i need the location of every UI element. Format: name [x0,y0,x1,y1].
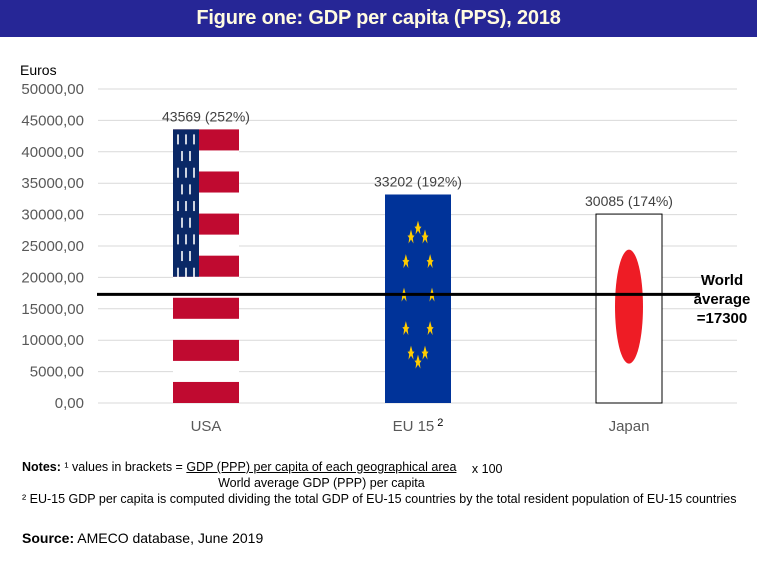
category-label: EU 15 2 [393,417,444,435]
bar-japan [595,213,663,404]
usa-flag-star [189,151,191,162]
usa-flag-star [193,167,195,178]
chart: Euros 0,00 5000,00 10000,00 15000,00 20000,0… [20,62,750,435]
chart-title: Figure one: GDP per capita (PPS), 2018 [196,7,561,29]
y-tick-label: 25000,00 [21,238,84,255]
usa-flag-star [177,234,179,245]
note-1-denominator: World average GDP (PPP) per capita [218,476,425,490]
usa-flag-star [189,251,191,262]
y-tick-label: 30000,00 [21,207,84,224]
source: Source: AMECO database, June 2019 [22,530,263,546]
usa-flag-star [181,184,183,195]
note-1-fraction: GDP (PPP) per capita of each geographica… [186,459,456,491]
usa-flag-red-stripe [173,297,239,319]
usa-flag-star [193,267,195,278]
usa-flag-red-stripe [173,339,239,361]
data-label: 33202 (192%) [374,173,462,189]
note-2: ² EU-15 GDP per capita is computed divid… [22,492,737,506]
eu-flag-star [402,321,410,336]
notes-label: Notes: [22,460,61,474]
world-average-line-group: World average =17300 [97,272,750,327]
source-label: Source: [22,530,75,546]
world-average-label: =17300 [697,310,747,327]
category-superscript: 2 [437,417,443,429]
eu-flag-star [414,220,422,235]
usa-flag-star [177,267,179,278]
world-average-label: World [701,272,743,289]
usa-flag-star [177,134,179,145]
y-tick-label: 35000,00 [21,175,84,192]
eu-flag-star [426,321,434,336]
usa-flag-star [177,201,179,212]
y-tick-label: 50000,00 [21,81,84,98]
eu-flag-star [421,229,429,244]
y-tick-label: 20000,00 [21,269,84,286]
y-tick-label: 15000,00 [21,301,84,318]
usa-flag-red-stripe [173,381,239,403]
usa-flag-star [185,267,187,278]
note-1-multiplier: x 100 [471,462,503,476]
y-axis-unit-label: Euros [20,62,57,78]
usa-flag-star [189,184,191,195]
source-text: AMECO database, June 2019 [77,530,264,546]
bars [173,129,663,404]
eu-flag-star [421,345,429,360]
y-tick-label: 10000,00 [21,332,84,349]
category-labels: USA EU 15 2 Japan [191,417,650,435]
category-label: Japan [609,418,650,435]
data-label: 30085 (174%) [585,193,673,209]
eu-flag-star [407,229,415,244]
world-average-label: average [694,291,751,308]
usa-flag-star [177,167,179,178]
bar-usa [173,129,239,404]
usa-flag-star [189,217,191,228]
usa-flag-star [181,151,183,162]
usa-flag-star [193,201,195,212]
usa-flag-star [185,167,187,178]
y-axis-ticks: 0,00 5000,00 10000,00 15000,00 20000,00 25000… [21,81,84,412]
japan-flag-sun [615,249,643,364]
eu-flag-star [414,354,422,369]
usa-flag-star [181,251,183,262]
bar-eu-15 [385,194,451,403]
y-tick-label: 45000,00 [21,112,84,129]
usa-flag-star [185,134,187,145]
usa-flag-star [185,201,187,212]
category-label: USA [191,418,222,435]
data-labels: 43569 (252%) 33202 (192%) 30085 (174%) [162,108,673,209]
y-tick-label: 0,00 [55,395,84,412]
usa-flag-star [193,134,195,145]
eu-flag-star [402,254,410,269]
note-1-prefix: ¹ values in brackets = [64,460,183,474]
eu-flag-star [407,345,415,360]
usa-flag-star [193,234,195,245]
title-bar: Figure one: GDP per capita (PPS), 2018 [0,0,757,37]
usa-flag-star [185,234,187,245]
eu-flag-star [426,254,434,269]
note-1: Notes: ¹ values in brackets = GDP (PPP) … [22,459,752,491]
y-tick-label: 40000,00 [21,144,84,161]
data-label: 43569 (252%) [162,108,250,124]
y-tick-label: 5000,00 [30,364,84,381]
notes: Notes: ¹ values in brackets = GDP (PPP) … [22,459,752,507]
note-1-numerator: GDP (PPP) per capita of each geographica… [186,460,457,474]
usa-flag-star [181,217,183,228]
